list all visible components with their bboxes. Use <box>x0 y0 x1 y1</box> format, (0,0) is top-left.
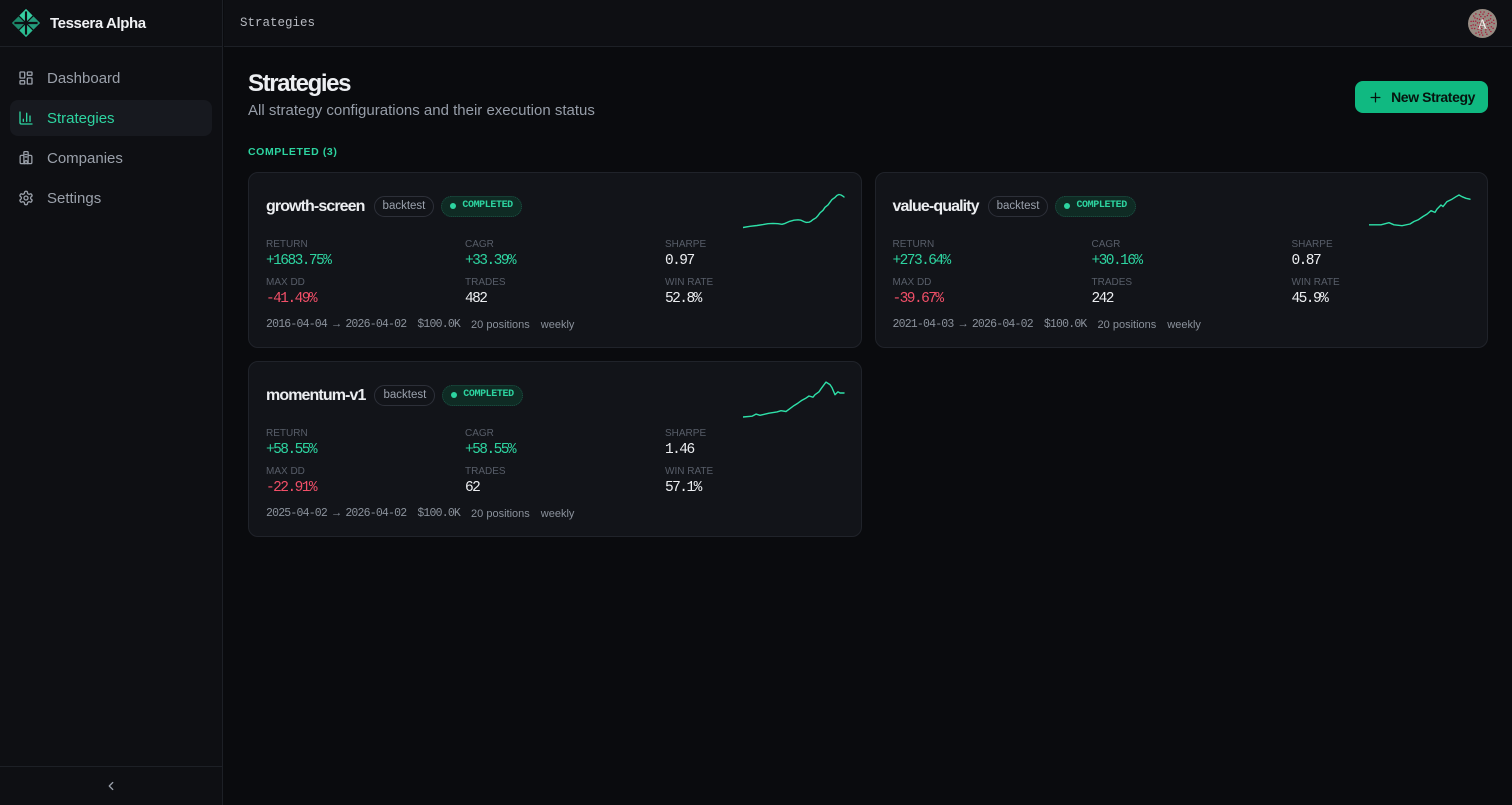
svg-text:A: A <box>1478 16 1488 31</box>
